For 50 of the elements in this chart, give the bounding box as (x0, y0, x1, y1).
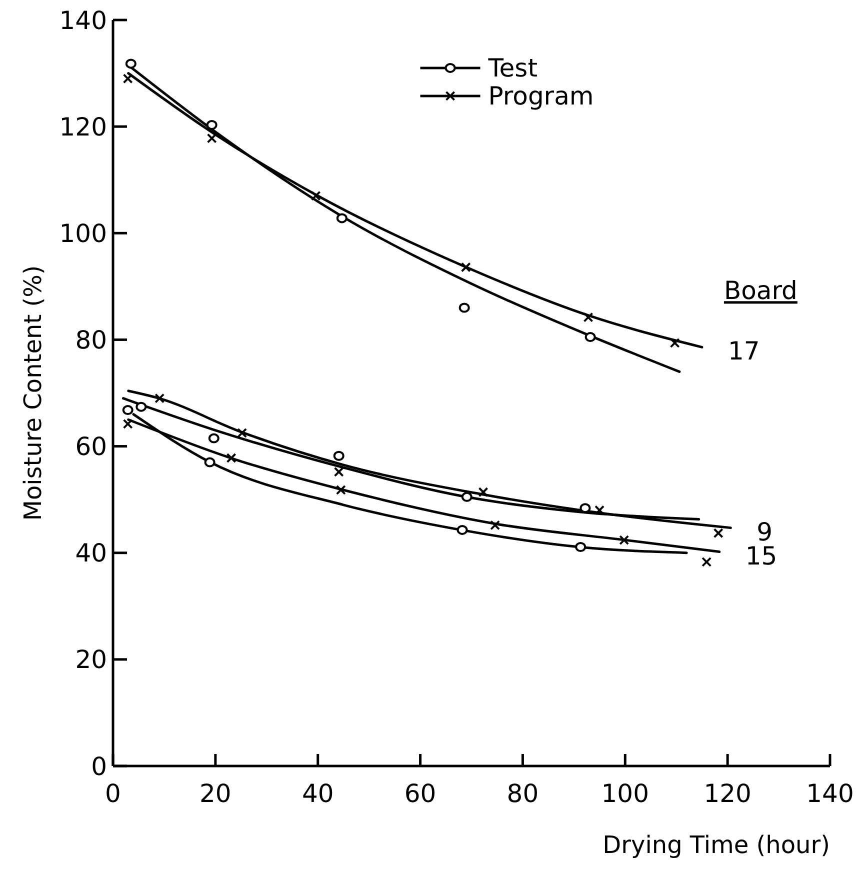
point (619, 535, 630, 546)
point (460, 262, 471, 272)
x-tick-label: 80 (506, 779, 539, 808)
legend-label: Program (488, 82, 594, 111)
y-axis-title: Moisture Content (%) (19, 265, 47, 521)
y-tick-label: 60 (75, 432, 107, 462)
point (575, 542, 586, 552)
point (226, 453, 236, 464)
y-tick-label: 40 (75, 538, 107, 568)
point (461, 492, 472, 502)
point (594, 505, 605, 516)
point (204, 457, 216, 468)
point (458, 302, 470, 313)
point (206, 133, 217, 144)
annotation: Board (724, 276, 798, 306)
point (125, 58, 136, 69)
point (334, 466, 344, 477)
y-tick-label: 120 (59, 112, 107, 142)
annotation: 17 (728, 336, 760, 366)
x-tick-label: 140 (806, 779, 854, 808)
point (122, 405, 134, 416)
y-tick-label: 100 (59, 218, 107, 248)
y-tick-label: 140 (59, 6, 107, 35)
legend-label: Test (487, 54, 538, 83)
point (206, 120, 218, 130)
point (336, 213, 348, 224)
x-tick-label: 40 (302, 779, 334, 808)
x-tick-label: 20 (200, 779, 232, 808)
point (584, 332, 596, 342)
x-tick-label: 100 (601, 779, 649, 808)
point (670, 338, 680, 348)
point (583, 312, 594, 322)
y-tick-label: 0 (91, 752, 107, 781)
point (333, 450, 344, 461)
x-axis-title: Drying Time (hour) (602, 831, 830, 859)
point (136, 402, 147, 412)
point (478, 487, 488, 498)
y-tick-label: 20 (75, 645, 107, 674)
point (713, 528, 724, 538)
point (456, 524, 468, 535)
point (208, 433, 220, 444)
x-tick-label: 120 (704, 779, 752, 808)
point (490, 520, 500, 530)
point (336, 484, 346, 495)
point (702, 556, 712, 567)
y-tick-label: 80 (75, 325, 107, 354)
point (154, 393, 165, 404)
point (237, 428, 248, 438)
point (310, 190, 321, 201)
x-tick-label: 60 (404, 779, 436, 808)
